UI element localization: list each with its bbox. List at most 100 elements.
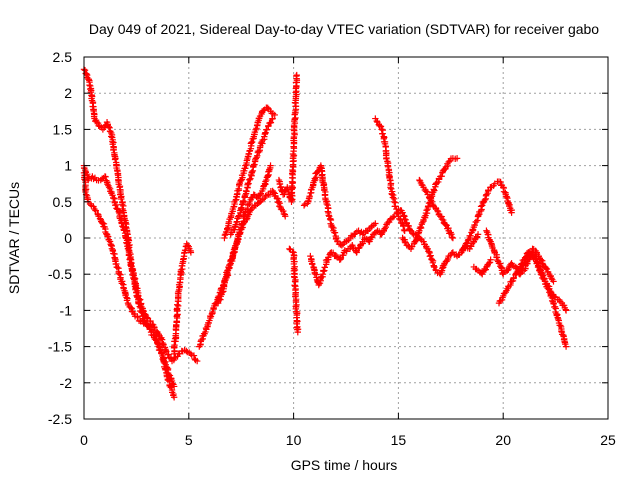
data-point <box>533 249 540 256</box>
data-point <box>235 213 243 220</box>
data-point <box>240 220 247 227</box>
data-point <box>378 231 385 238</box>
data-point <box>474 231 482 238</box>
data-point <box>258 108 266 115</box>
data-point <box>173 321 180 329</box>
data-point <box>269 115 276 122</box>
data-point <box>539 260 546 267</box>
data-point <box>432 267 440 274</box>
data-point <box>355 227 362 234</box>
data-point <box>273 194 281 202</box>
data-point <box>235 231 243 238</box>
data-point <box>248 205 255 213</box>
data-point <box>243 188 250 195</box>
data-point <box>392 203 399 210</box>
data-point <box>423 207 430 214</box>
data-point <box>208 310 216 318</box>
data-point <box>127 262 134 269</box>
data-point <box>372 220 379 227</box>
y-tick-label: -0.5 <box>48 266 72 282</box>
data-point <box>286 245 293 253</box>
data-point <box>437 271 444 278</box>
data-point <box>307 252 314 260</box>
data-point <box>134 313 141 321</box>
data-point <box>277 205 285 213</box>
data-point <box>487 238 494 245</box>
data-point <box>428 256 436 263</box>
data-point <box>381 225 388 232</box>
data-point <box>546 285 553 292</box>
data-point <box>424 191 431 198</box>
data-point <box>116 184 123 191</box>
data-point <box>261 133 268 140</box>
x-tick-label: 20 <box>495 432 511 448</box>
data-point <box>504 267 511 274</box>
data-point <box>315 281 322 289</box>
data-point <box>401 227 408 234</box>
data-point <box>105 184 113 191</box>
data-point <box>432 205 440 213</box>
data-point <box>374 227 381 234</box>
data-point <box>474 213 482 220</box>
data-point <box>306 193 313 200</box>
data-point <box>294 328 301 336</box>
data-point <box>246 147 253 155</box>
data-point <box>550 278 557 285</box>
data-point <box>263 176 270 184</box>
data-point <box>365 238 373 245</box>
data-point <box>175 292 182 300</box>
data-point <box>538 271 545 279</box>
data-point <box>289 166 296 174</box>
data-point <box>403 220 410 227</box>
data-point <box>289 248 296 255</box>
data-point <box>389 194 397 201</box>
data-point <box>101 173 109 180</box>
data-point <box>200 332 207 339</box>
data-point <box>328 249 335 256</box>
data-point <box>123 297 131 304</box>
data-point <box>429 259 437 267</box>
data-point <box>437 173 444 180</box>
data-point <box>374 118 381 126</box>
data-point <box>223 274 230 282</box>
data-point <box>321 264 328 271</box>
data-point <box>135 292 142 300</box>
data-point <box>359 231 366 238</box>
data-point <box>300 202 308 209</box>
data-point <box>500 271 507 278</box>
data-point <box>557 322 564 329</box>
x-tick-label: 25 <box>600 432 616 448</box>
data-point <box>336 256 343 263</box>
data-point <box>170 383 178 390</box>
data-point <box>416 176 423 184</box>
data-point <box>379 130 386 137</box>
data-point <box>344 245 352 253</box>
data-point <box>541 278 549 285</box>
data-point <box>246 176 253 183</box>
data-point <box>250 162 257 170</box>
data-point <box>219 289 226 296</box>
data-point <box>541 263 549 271</box>
data-point <box>187 350 195 358</box>
data-point <box>252 202 260 209</box>
data-point <box>221 234 228 242</box>
data-point <box>267 162 274 169</box>
data-point <box>448 234 456 241</box>
data-point <box>376 122 383 129</box>
data-point <box>91 115 98 122</box>
data-point <box>329 223 336 231</box>
data-point <box>81 67 89 74</box>
data-point <box>126 256 134 263</box>
data-point <box>491 249 499 256</box>
data-point <box>291 271 298 278</box>
data-point <box>156 343 163 350</box>
data-point <box>254 194 262 202</box>
data-point <box>227 231 234 238</box>
data-point <box>516 271 524 278</box>
data-point <box>136 296 144 303</box>
data-point <box>114 205 121 213</box>
data-point <box>518 265 526 273</box>
data-point <box>525 249 532 256</box>
data-point <box>263 104 270 111</box>
